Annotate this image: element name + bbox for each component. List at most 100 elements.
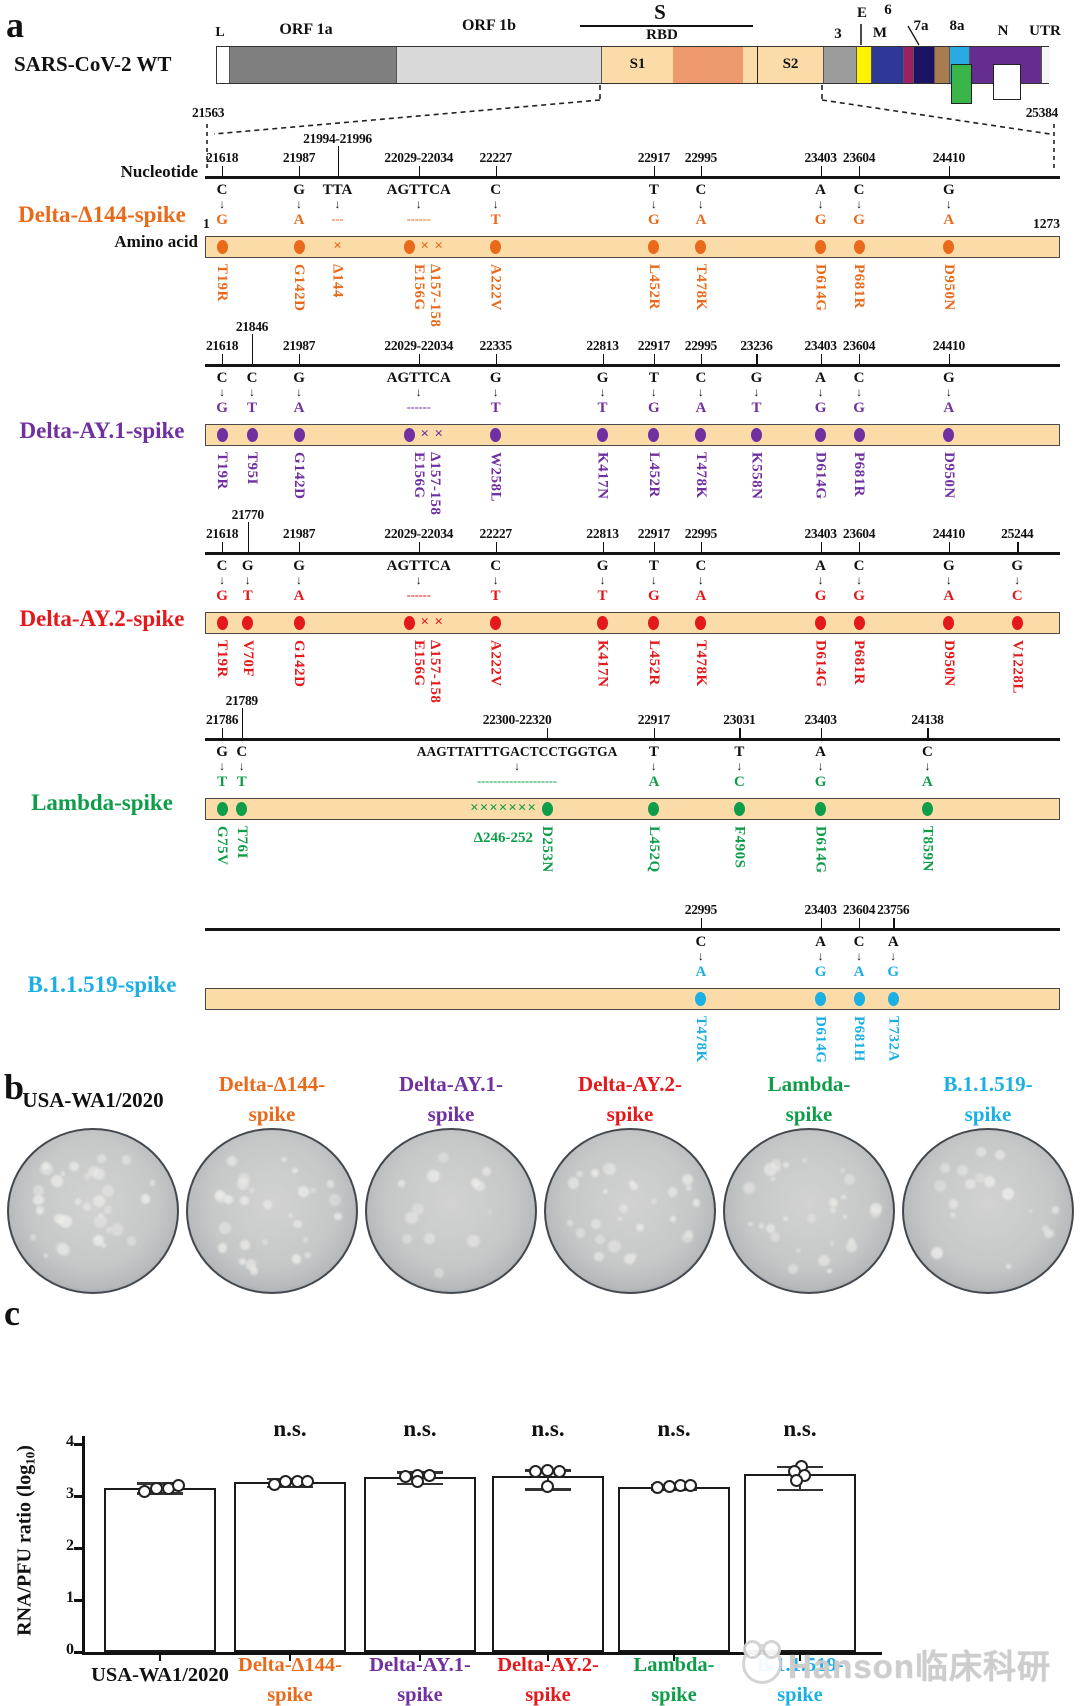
genome-segment-s1-end [743,47,757,83]
aa-label: P681R [851,264,868,309]
nt-position-tick [495,354,498,364]
nt-position: 22995 [684,902,718,917]
plaque-spot [758,1223,765,1229]
plaque-spot [310,1187,316,1194]
nt-position-tick [859,166,861,176]
data-point [789,1473,803,1487]
ref-nt: C [236,744,248,760]
aa-marker-dot [242,616,254,630]
plaque-spot [474,1180,485,1192]
alt-nt: G [853,400,865,416]
aa-marker-dot [943,240,955,254]
plaque-spot [43,1253,49,1258]
plaque-spot [948,1199,959,1209]
mutation-arrow-icon: ↓ [945,197,952,211]
plaque-spot [956,1164,968,1176]
nt-position-tick [299,354,301,364]
aa-marker-dot [490,616,502,630]
nt-position-tick [859,542,861,552]
plaque-spot [140,1194,151,1205]
genome-label-6: 6 [884,2,892,18]
nt-position: 23756 [877,902,910,917]
y-axis-label-part: ) [13,1445,36,1452]
aa-marker-dot [887,992,899,1006]
amino-acid-row-label: Amino acid [114,232,198,251]
aa-marker-dot [648,428,660,442]
plaque-spot [69,1161,79,1172]
plaque-spot [238,1257,247,1266]
ref-nt: C [216,182,228,198]
ns-label: n.s. [403,1416,437,1441]
mutation-arrow-icon: ↓ [650,573,657,587]
alt-nt: A [853,964,865,980]
ns-label: n.s. [657,1416,691,1441]
aa-marker-dot [216,802,228,816]
genome-segment-s1: S1 [601,47,673,83]
plaque-spot [1001,1188,1014,1201]
nt-position: 21846 [235,319,269,334]
plaque-spot [287,1212,293,1218]
aa-marker-dot [293,240,305,254]
watermark-text: Hanson临床科研 [788,1648,1052,1685]
aa-label: T859N [919,826,936,872]
plaque-spot [298,1186,309,1198]
mutation-arrow-icon: ↓ [1014,573,1021,587]
aa-marker-x: × [420,238,430,254]
y-tick [74,1599,82,1602]
ref-nt: G [596,370,609,386]
aa-marker-dot [1011,616,1023,630]
plaque-spot [575,1228,586,1238]
genome-segment-text: S1 [629,56,646,72]
plaque-spot [54,1213,65,1225]
plate-label: spike [606,1102,654,1126]
plaque-spot [939,1163,950,1174]
ref-nt: G [943,182,955,198]
plaque-spot [742,1182,755,1195]
alt-nt: T [242,588,253,604]
region-start: 21563 [192,105,225,120]
alt-nt: A [695,588,707,604]
y-tick [74,1547,82,1550]
mutation-arrow-icon: ↓ [296,385,303,399]
plaque-spot [783,1216,788,1221]
alt-nt: G [648,212,660,228]
plaque-spot [92,1234,105,1247]
plaque-spot [771,1159,781,1169]
error-bar [547,1470,549,1490]
plaque-spot [292,1254,302,1264]
y-tick-label: 1 [66,1589,74,1606]
alt-nt: G [814,212,827,228]
nt-position-tick [948,354,951,364]
genome-segment-leader [217,47,229,83]
mutation-arrow-icon: ↓ [219,759,226,773]
aa-label: E156G [410,452,427,499]
nt-position-tick [222,728,224,738]
mutation-arrow-icon: ↓ [697,949,704,963]
aa-marker-dot [695,992,707,1006]
data-point [552,1465,566,1479]
genome-label-orf 1a: ORF 1a [279,21,333,38]
plaque-spot [618,1203,628,1213]
aa-scale-end: 1273 [1033,216,1060,231]
ref-nt: C [216,558,228,574]
genome-segment-utr3 [1041,47,1050,83]
plaque-spot [36,1208,43,1214]
variant-bar [205,988,1060,1010]
mutation-arrow-icon: ↓ [856,385,863,399]
x-tick-label: Lambda- [633,1654,715,1676]
aa-marker-dot [695,240,707,254]
y-axis-label-part: 10 [22,1451,38,1465]
aa-label: V1228L [1009,640,1026,694]
alt-nt: G [887,964,900,980]
aa-label: Δ157-158 [426,264,443,328]
nt-position: 23403 [804,338,837,353]
bar [104,1488,216,1652]
variant-name: Delta-AY.1-spike [19,418,185,443]
alt-nt: A [943,212,955,228]
plate-label: B.1.1.519- [943,1072,1033,1096]
genome-segment-text: S2 [782,56,799,72]
ref-nt: G [943,558,955,574]
plaque-spot [802,1158,807,1163]
ref-nt: C [853,370,865,386]
nt-position: 21770 [231,507,265,522]
